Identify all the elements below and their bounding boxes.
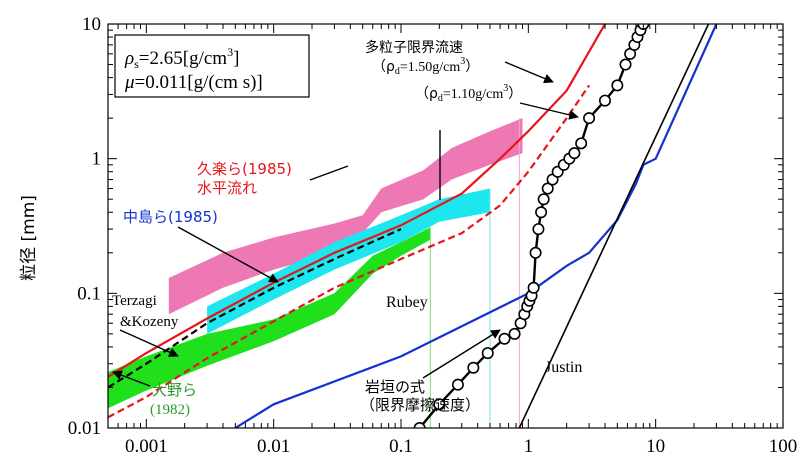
- param-rho-sup: 3: [227, 45, 233, 59]
- multi-150-sub: d: [395, 66, 400, 77]
- iwagaki-marker: [532, 223, 545, 236]
- iwagaki-marker: [611, 79, 624, 92]
- iwagaki-marker: [451, 378, 464, 391]
- multi-150-close: ）: [465, 59, 479, 75]
- multi-110-sup: 3: [503, 83, 508, 94]
- arrow-multi-150: [504, 61, 554, 84]
- iwagaki-marker: [527, 281, 540, 294]
- arrow-nakajima: [177, 226, 279, 283]
- axis-ticks: [107, 23, 784, 429]
- series-justin: [518, 24, 710, 428]
- x-tick-label: 0.1: [389, 436, 413, 456]
- multi-110-close: ）: [508, 86, 522, 102]
- param-rho-sub: s: [134, 57, 139, 71]
- annotations: 多粒子限界流速 （ρd=1.50g/cm3） （ρd=1.10g/cm3） 久楽…: [112, 39, 582, 418]
- kuraku-label-2: 水平流れ: [197, 179, 257, 197]
- iwagaki-marker: [498, 332, 511, 345]
- arrow-kuraku: [309, 165, 349, 181]
- iwagaki-marker: [575, 137, 588, 150]
- arrow-multi-110: [519, 102, 579, 120]
- plot-frame: [107, 23, 784, 429]
- parameter-box: ρs=2.65[g/cm3] μ=0.011[g/(cm s)]: [114, 34, 310, 98]
- kuraku-band: [168, 118, 523, 315]
- x-tick-label: 10: [646, 436, 665, 456]
- multi-110-sub: d: [438, 93, 443, 104]
- iwagaki-marker: [568, 147, 581, 160]
- param-viscosity: μ=0.011[g/(cm s)]: [124, 72, 263, 93]
- iwagaki-marker: [541, 182, 554, 195]
- justin-label: Justin: [545, 359, 582, 376]
- multi-110-label: （ρd=1.10g/cm3）: [415, 83, 522, 104]
- guide-lines: [429, 118, 520, 428]
- multi-label: 多粒子限界流速: [365, 39, 463, 56]
- arrow-terzaghi: [119, 329, 179, 357]
- iwagaki-label-1: 岩垣の式: [365, 378, 425, 396]
- multi-150-open: （ρ: [372, 59, 395, 75]
- y-tick-label: 0.1: [77, 283, 101, 304]
- y-axis-label: 粒径 [mm]: [19, 195, 39, 281]
- multi-150-label: （ρd=1.50g/cm3）: [372, 56, 479, 77]
- arrow-ono: [112, 370, 151, 387]
- arrow-iwagaki: [422, 329, 501, 379]
- ono-band: [108, 227, 431, 409]
- multi-110-open: （ρ: [415, 86, 438, 102]
- ono-label-2: (1982): [150, 402, 190, 418]
- param-density: ρs=2.65[g/cm3]: [124, 45, 239, 71]
- x-tick-label: 0.01: [257, 436, 290, 456]
- x-tick-label: 1: [524, 436, 534, 456]
- iwagaki-label-2: （限界摩擦速度）: [360, 396, 480, 414]
- iwagaki-marker: [529, 246, 542, 259]
- iwagaki-marker: [537, 193, 550, 206]
- series-rubey: [234, 24, 718, 428]
- multi-150-value: =1.50g/cm: [400, 60, 460, 75]
- parameter-box-frame: [114, 34, 310, 98]
- bands-layer: [108, 118, 523, 409]
- param-mu: μ: [124, 72, 135, 93]
- x-tick-label: 0.001: [125, 436, 168, 456]
- y-tick-label: 0.01: [68, 418, 101, 439]
- y-tick-label: 10: [82, 14, 101, 35]
- iwagaki-marker: [535, 206, 548, 219]
- nakajima-label: 中島ら(1985): [123, 208, 218, 226]
- param-mu-value: =0.011[g/(cm s)]: [135, 72, 263, 93]
- nakajima-band: [207, 188, 490, 334]
- annotation-arrows: [112, 61, 579, 387]
- series-multi-110: [108, 84, 591, 419]
- iwagaki-marker: [598, 94, 611, 107]
- series-iwagaki: [418, 24, 645, 428]
- iwagaki-marker: [583, 112, 596, 125]
- x-tick-label: 100: [769, 436, 798, 456]
- terzaghi-label-1: Terzagi: [112, 293, 157, 309]
- multi-150-sup: 3: [460, 56, 465, 67]
- kuraku-label-1: 久楽ら(1985): [197, 160, 292, 178]
- ono-label-1: 大野ら: [152, 381, 197, 399]
- param-rho-end: ]: [233, 48, 239, 69]
- terzaghi-label-2: &Kozeny: [120, 314, 179, 330]
- param-rho: ρ: [124, 48, 134, 69]
- series-multi-150: [108, 24, 606, 378]
- axis-tick-labels: 0.001 0.01 0.1 1 10 100 0.01 0.1 1 10: [68, 14, 798, 456]
- param-rho-value: =2.65[g/cm: [139, 48, 228, 69]
- iwagaki-marker: [467, 361, 480, 374]
- rubey-label: Rubey: [386, 294, 428, 311]
- multi-110-value: =1.10g/cm: [443, 87, 503, 102]
- iwagaki-marker: [508, 327, 521, 340]
- y-tick-label: 1: [92, 149, 102, 170]
- iwagaki-marker: [481, 347, 494, 360]
- series-kozeny: [108, 228, 402, 389]
- iwagaki-marker: [433, 398, 446, 411]
- iwagaki-marker: [619, 58, 632, 71]
